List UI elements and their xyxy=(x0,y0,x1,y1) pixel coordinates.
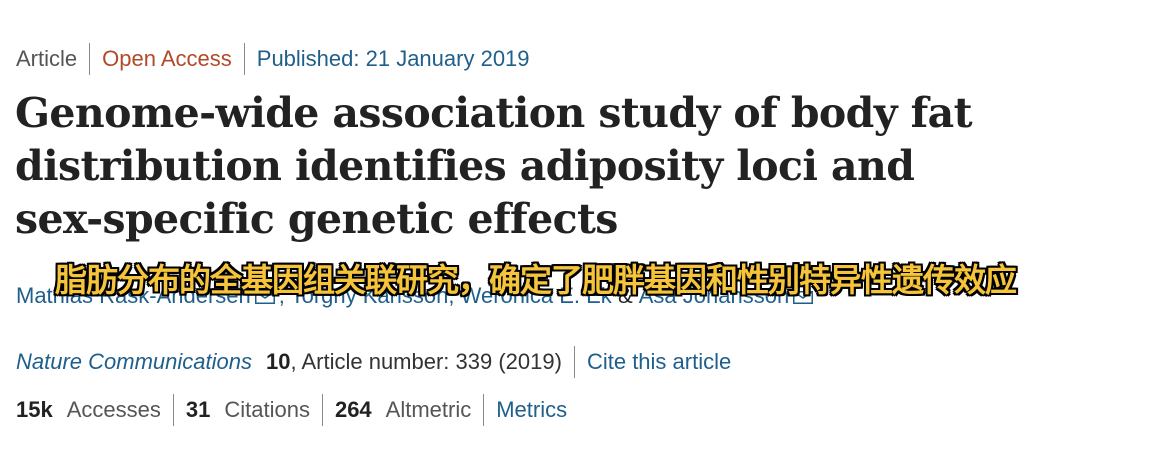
published-date: Published: 21 January 2019 xyxy=(256,46,530,71)
article-number: , Article number: 339 (2019) xyxy=(290,349,562,374)
chinese-subtitle-caption: 脂肪分布的全基因组关联研究，确定了肥胖基因和性别特异性遗传效应 xyxy=(55,261,1017,299)
article-title: Genome-wide association study of body fa… xyxy=(15,89,973,243)
altmetric-label: Altmetric xyxy=(385,397,472,422)
author-link[interactable]: Åsa Johansson xyxy=(638,283,790,308)
accesses-count: 15k xyxy=(16,397,53,422)
author-link[interactable]: Torgny Karlsson xyxy=(290,283,449,308)
divider xyxy=(243,43,245,75)
cite-article-link[interactable]: Cite this article xyxy=(586,349,732,374)
author-list: Mathias Rask-Andersen, Torgny Karlsson, … xyxy=(16,281,817,311)
citations-count: 31 xyxy=(185,397,211,422)
journal-volume: 10 xyxy=(265,349,291,374)
article-meta: Article Open Access Published: 21 Januar… xyxy=(16,42,530,76)
accesses-label: Accesses xyxy=(66,397,161,422)
author-separator: , xyxy=(278,283,291,308)
mail-icon[interactable] xyxy=(793,290,814,304)
author-link[interactable]: Weronica E. Ek xyxy=(460,283,612,308)
divider xyxy=(573,346,575,378)
divider xyxy=(483,394,485,426)
author-ampersand: & xyxy=(617,283,633,308)
mail-icon[interactable] xyxy=(254,290,275,304)
divider xyxy=(172,394,174,426)
article-metrics: 15k Accesses 31 Citations 264 Altmetric … xyxy=(16,393,567,427)
journal-info: Nature Communications 10 , Article numbe… xyxy=(16,345,731,379)
open-access-badge: Open Access xyxy=(102,46,232,71)
metrics-link[interactable]: Metrics xyxy=(496,397,568,422)
author-link[interactable]: Mathias Rask-Andersen xyxy=(16,283,251,308)
altmetric-count: 264 xyxy=(334,397,372,422)
citations-label: Citations xyxy=(224,397,310,422)
article-type: Article xyxy=(16,46,78,71)
divider xyxy=(89,43,91,75)
journal-name-link[interactable]: Nature Communications xyxy=(16,349,252,374)
author-separator: , xyxy=(448,283,461,308)
divider xyxy=(321,394,323,426)
